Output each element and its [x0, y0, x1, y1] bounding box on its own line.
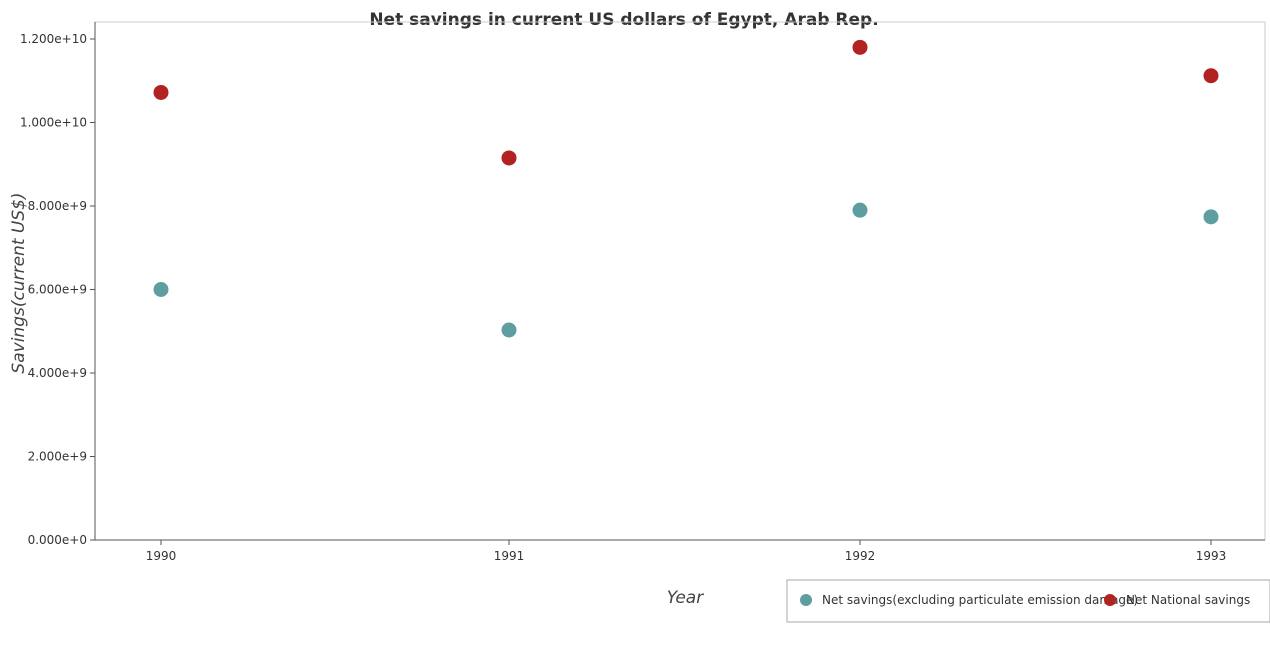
- y-tick-label: 2.000e+9: [28, 450, 87, 464]
- data-point-series1-1990: [153, 282, 169, 297]
- x-tick-label: 1992: [845, 549, 876, 563]
- x-tick-label: 1993: [1196, 549, 1227, 563]
- data-point-series2-1992: [852, 39, 868, 55]
- legend-label-net-savings-excl: Net savings(excluding particulate emissi…: [822, 593, 1138, 607]
- data-point-series1-1991: [501, 322, 517, 338]
- y-tick-label: 6.000e+9: [28, 283, 87, 297]
- y-tick-label: 4.000e+9: [28, 366, 87, 380]
- legend: Net savings(excluding particulate emissi…: [786, 579, 1270, 623]
- data-point-series2-1993: [1203, 68, 1219, 84]
- plot-frame: [94, 21, 1266, 541]
- legend-marker-net-savings-excl: [800, 594, 812, 606]
- y-axis-label: Savings(current US$): [9, 192, 29, 373]
- x-axis-label: Year: [667, 588, 704, 608]
- y-axis: 0.000e+0 2.000e+9 4.000e+9 6.000e+9 8.000e+9…: [20, 22, 96, 547]
- data-point-series2-1990: [153, 84, 169, 100]
- legend-label-net-national-savings: Net National savings: [1126, 593, 1250, 607]
- y-tick-label: 1.000e+10: [20, 116, 87, 130]
- x-tick-label: 1991: [494, 549, 525, 563]
- data-point-series1-1992: [852, 202, 868, 218]
- x-axis: 1990 1991 1992 1993: [95, 539, 1265, 563]
- data-point-series2-1991: [501, 150, 517, 166]
- data-points: [153, 39, 1219, 338]
- chart-title: Net savings in current US dollars of Egy…: [369, 10, 878, 30]
- y-tick-label: 0.000e+0: [28, 533, 87, 547]
- data-point-series1-1993: [1203, 209, 1219, 225]
- y-tick-label: 8.000e+9: [28, 199, 87, 213]
- legend-box: [786, 579, 1270, 623]
- y-tick-label: 1.200e+10: [20, 32, 87, 46]
- legend-marker-net-national-savings: [1104, 594, 1116, 606]
- x-tick-label: 1990: [146, 549, 177, 563]
